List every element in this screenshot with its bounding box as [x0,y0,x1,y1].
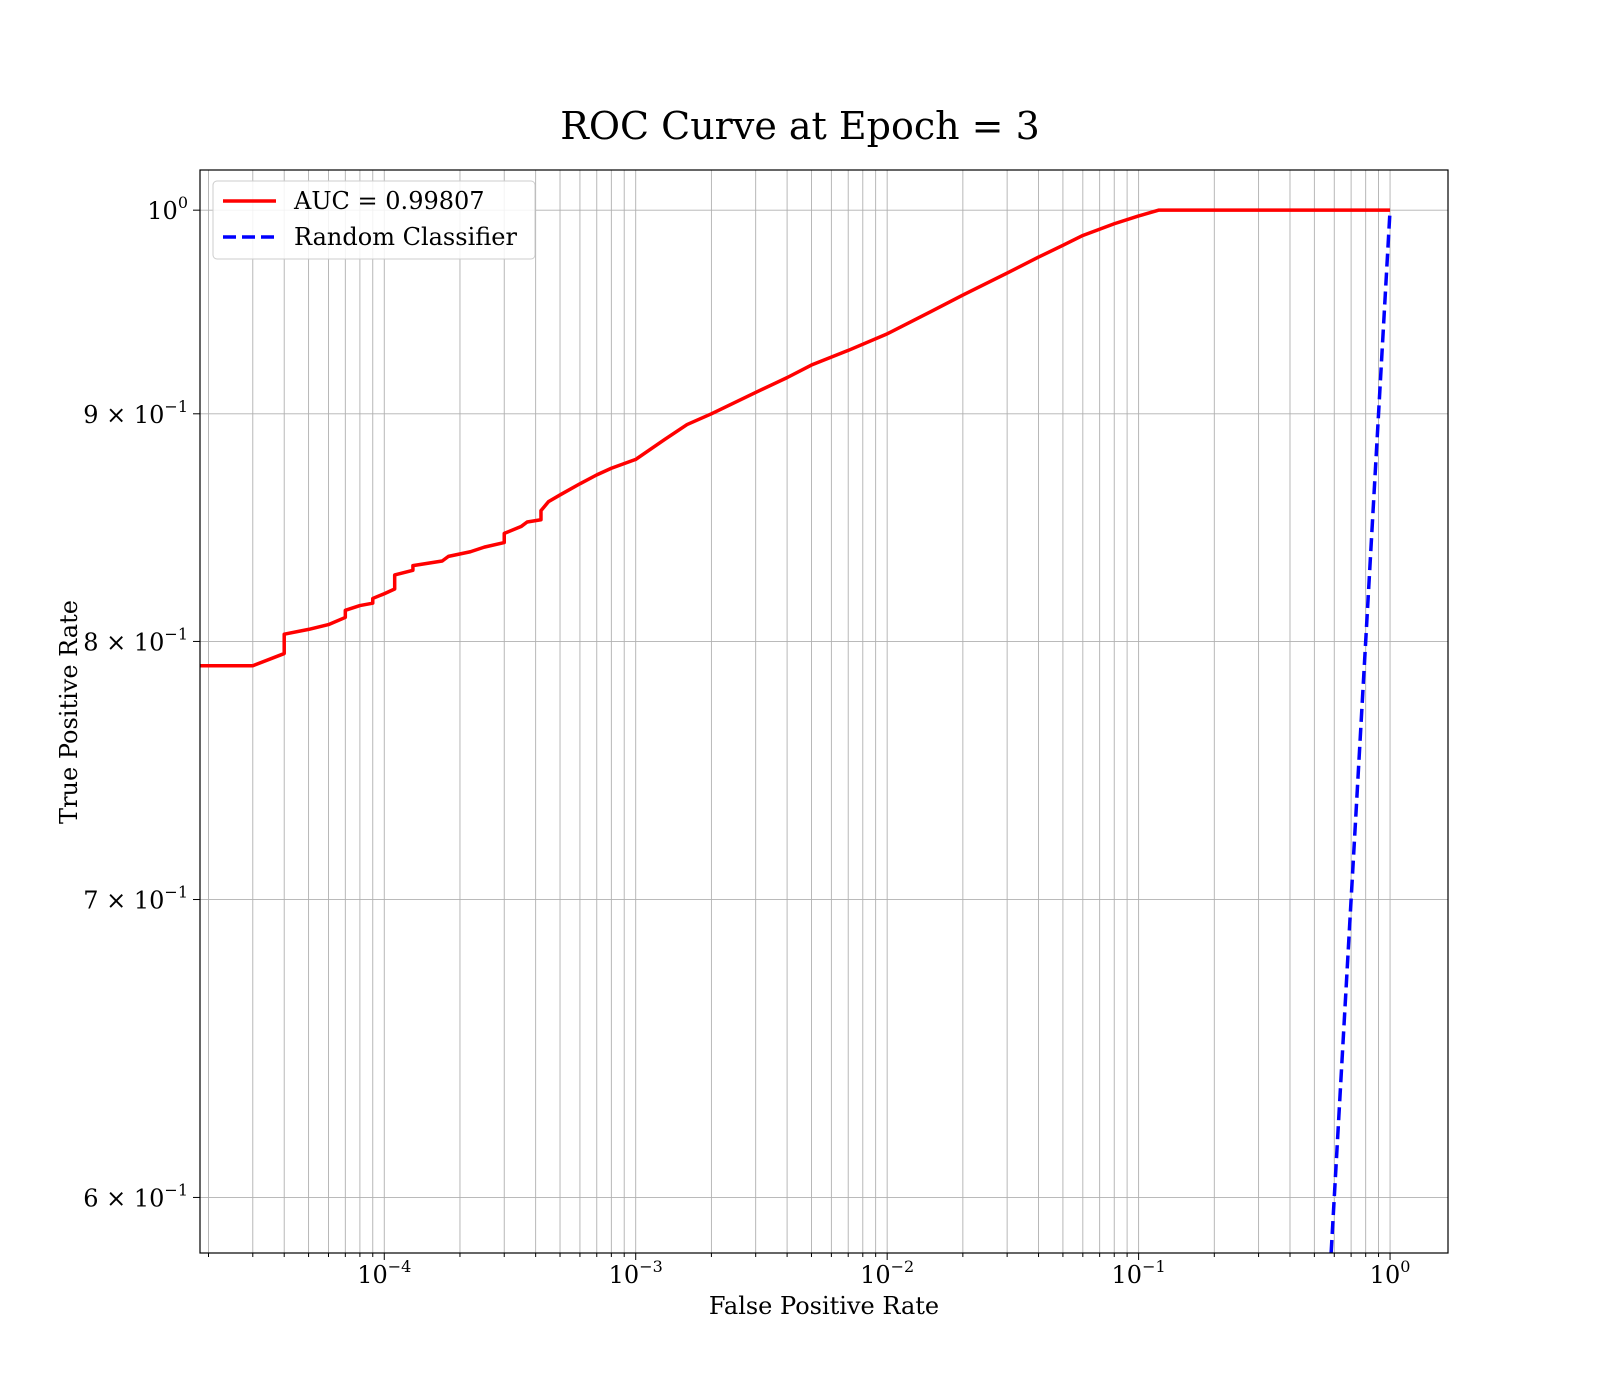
roc-curve-line [200,208,1391,668]
y-tick-label: 100 [147,193,188,225]
x-tick-label: 10−1 [1112,1257,1166,1289]
chart-title: ROC Curve at Epoch = 3 [560,104,1040,148]
legend-label: AUC = 0.99807 [293,187,485,215]
x-tick-label: 100 [1370,1257,1411,1289]
x-axis-label: False Positive Rate [709,1292,939,1320]
y-tick-label: 8 × 10−1 [83,624,188,656]
y-tick-label: 7 × 10−1 [83,883,188,915]
series-lines [200,208,1392,1254]
random-classifier-line [1329,210,1392,1254]
x-tick-label: 10−3 [609,1257,663,1289]
y-axis-label: True Positive Rate [55,600,83,824]
axis-ticks: 10−4 10−3 10−2 10−1 100 100 9 × 10−1 8 × 10−1 7 … [83,193,1410,1289]
y-tick-label: 9 × 10−1 [83,397,188,429]
x-tick-label: 10−4 [357,1257,411,1289]
legend-box [212,180,536,260]
x-tick-label: 10−2 [860,1257,914,1289]
y-tick-label: 6 × 10−1 [83,1180,188,1212]
plot-frame [199,169,1449,1254]
grid-lines [200,170,1448,1253]
legend: AUC = 0.99807 Random Classifier [212,180,536,260]
legend-label: Random Classifier [294,223,517,251]
